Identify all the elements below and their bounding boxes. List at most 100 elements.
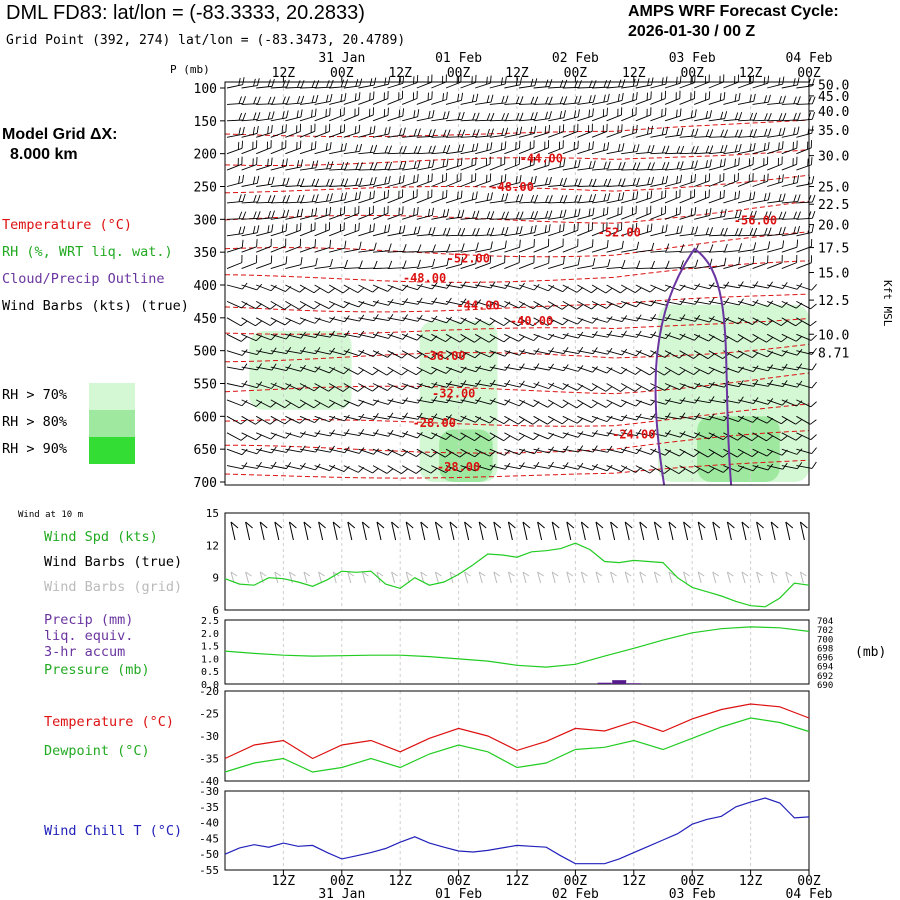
- wind-barb-flag: [373, 162, 378, 170]
- wind-barb-staff: [241, 284, 257, 291]
- wind-barb-flag: [428, 110, 431, 119]
- wind-barb-flag: [549, 176, 552, 185]
- wind-barb-staff: [241, 262, 257, 270]
- wind-barb-flag: [475, 143, 479, 151]
- wind-barb-staff: [416, 233, 433, 237]
- wind-barb-staff: [694, 265, 711, 270]
- grid-wind-barb-flag: [289, 571, 296, 577]
- wind-barb-flag: [738, 227, 743, 236]
- grid-wind-barb: [464, 571, 471, 584]
- wind-barb-staff: [256, 245, 272, 253]
- wind-barb-flag: [690, 76, 692, 84]
- wind-barb-flag: [664, 449, 671, 456]
- wind-barb-flag: [661, 225, 664, 234]
- wind-barb-staff: [533, 103, 550, 105]
- surface-wind-barb: [361, 521, 370, 541]
- wind-barb-flag: [505, 193, 509, 201]
- wind-barb: [241, 156, 258, 171]
- wind-barb-staff: [285, 131, 301, 138]
- wind-barb-staff: [460, 366, 477, 373]
- wind-barb: [255, 317, 277, 326]
- wind-barb: [577, 94, 596, 105]
- precip-tick-label: 1.0: [201, 654, 219, 665]
- wind-barb: [460, 256, 477, 270]
- wind-barb: [226, 226, 246, 237]
- wind-barb-flag: [326, 80, 330, 88]
- wind-barb-staff: [781, 262, 797, 270]
- wind-barb-staff: [752, 101, 769, 105]
- surface-wind-barb-flag: [639, 521, 648, 529]
- wind-barb-flag: [442, 159, 445, 168]
- wind-barb: [504, 462, 525, 470]
- wind-barb-flag: [431, 433, 438, 440]
- wind-barb-staff: [343, 317, 360, 322]
- wind-barb-flag: [329, 206, 332, 215]
- wind-barb: [621, 162, 641, 171]
- wind-barb-flag: [372, 386, 379, 392]
- wind-barb-flag: [709, 145, 714, 153]
- grid-wind-barb-flag: [595, 571, 603, 577]
- wind-barb-staff: [343, 150, 360, 155]
- wind-barb-flag: [388, 126, 391, 135]
- wind-barb-staff: [460, 150, 477, 155]
- wind-barb-staff: [299, 333, 316, 339]
- wind-barb-flag: [588, 194, 593, 202]
- wind-barb-flag: [242, 462, 248, 470]
- wind-barb: [577, 141, 594, 155]
- wind-barb-staff: [606, 432, 623, 437]
- wind-barb-flag: [621, 240, 624, 249]
- wind-barb-staff: [548, 201, 565, 204]
- wind-barb-flag: [782, 193, 786, 201]
- wind-barb-staff: [591, 229, 608, 237]
- wind-barb-staff: [767, 233, 784, 237]
- wind-barb-staff: [664, 333, 681, 340]
- wind-barb-staff: [504, 84, 521, 89]
- wind-barb: [606, 240, 624, 253]
- wind-barb-flag: [474, 435, 481, 441]
- wind-barb-flag: [432, 110, 435, 118]
- wind-barb-flag: [781, 255, 783, 263]
- wind-barb-staff: [591, 86, 609, 89]
- wind-barb-staff: [226, 84, 243, 89]
- wind-barb-staff: [489, 399, 506, 406]
- grid-wind-barb-staff: [537, 571, 542, 584]
- wind-barb: [256, 224, 274, 237]
- wind-barb-flag: [591, 303, 598, 310]
- wind-barb: [504, 96, 524, 105]
- wind-barb-staff: [475, 234, 492, 237]
- temperature-contour: [224, 200, 810, 224]
- wind-barb: [679, 333, 701, 341]
- wind-barb-flag: [606, 123, 608, 132]
- wind-barb-staff: [314, 399, 329, 408]
- wind-barb-flag: [503, 435, 511, 442]
- wind-barb-staff: [752, 262, 768, 270]
- wind-barb-flag: [737, 337, 744, 343]
- surface-wind-barb: [245, 521, 253, 541]
- wind-barb-staff: [460, 383, 477, 387]
- wind-barb: [460, 157, 477, 171]
- wind-barb-flag: [603, 161, 607, 170]
- surface-wind-barb: [332, 521, 341, 541]
- wind-barb-staff: [650, 267, 667, 270]
- wind-barb: [781, 194, 801, 204]
- wind-barb-staff: [226, 246, 243, 253]
- wind-barb-staff: [241, 246, 257, 253]
- wind-barb: [387, 145, 407, 155]
- grid-wind-barb-staff: [551, 571, 556, 584]
- wind-barb-flag: [255, 434, 263, 441]
- wind-barb: [518, 225, 537, 237]
- wind-barb-flag: [271, 125, 273, 133]
- wind-barb: [752, 128, 772, 138]
- wind-barb-flag: [300, 80, 305, 88]
- wind-barb-staff: [664, 213, 681, 220]
- grid-wind-barb: [683, 571, 690, 584]
- wind-barb-flag: [369, 126, 372, 135]
- wind-barb-staff: [256, 284, 272, 292]
- surface-wind-barb-staff: [683, 521, 689, 541]
- wind-barb-staff: [635, 169, 652, 171]
- wind-barb: [621, 124, 638, 138]
- wind-barb-flag: [694, 90, 696, 99]
- temperature-contour-label: -56.00: [734, 214, 777, 228]
- wind-barb-flag: [475, 465, 482, 472]
- wind-barb-flag: [753, 242, 757, 250]
